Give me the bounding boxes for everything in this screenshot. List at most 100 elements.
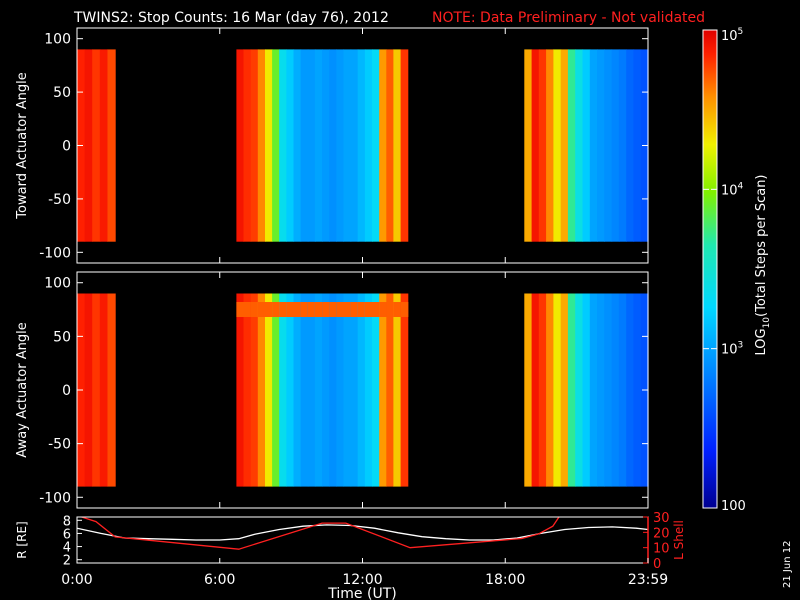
heatmap-cell: [343, 49, 352, 242]
heatmap-cell: [272, 293, 280, 487]
heatmap-band-cell: [250, 302, 259, 317]
heatmap-band-cell: [364, 302, 373, 317]
colorbar-tick-label: 100: [721, 499, 746, 514]
heatmap-cell: [597, 49, 605, 242]
heatmap-cell: [272, 49, 280, 242]
heatmap-band-cell: [279, 302, 287, 317]
x-tick-label: 6:00: [204, 572, 235, 588]
heatmap-band-cell: [300, 302, 309, 317]
heatmap-cell: [322, 293, 330, 487]
heatmap-cell: [243, 49, 252, 242]
heatmap-cell: [279, 293, 287, 487]
x-tick-label: 23:59: [628, 572, 668, 588]
heatmap-cell: [400, 49, 409, 242]
heatmap-cell: [524, 49, 533, 242]
y-tick-label: 6: [63, 527, 71, 542]
heatmap-band-cell: [314, 302, 323, 317]
colorbar-tick-label: 105: [721, 27, 743, 44]
heatmap-cell: [107, 49, 116, 242]
y-tick-label: -100: [39, 490, 71, 506]
heatmap-band-cell: [379, 302, 387, 317]
heatmap-cell: [393, 293, 402, 487]
heatmap-cell: [604, 49, 613, 242]
heatmap-cell: [575, 293, 584, 487]
heatmap-cell: [236, 49, 245, 242]
heatmap-cell: [553, 293, 562, 487]
heatmap-cell: [524, 293, 533, 487]
y-tick-label: 0: [62, 139, 71, 155]
heatmap-cell: [357, 293, 366, 487]
heatmap-cell: [531, 49, 540, 242]
heatmap-band-cell: [236, 302, 245, 317]
heatmap-cell: [293, 49, 302, 242]
heatmap-cell: [350, 49, 359, 242]
heatmap-cell: [84, 293, 93, 487]
heatmap-cell: [286, 49, 295, 242]
heatmap-band-cell: [350, 302, 359, 317]
x-tick-label: 18:00: [485, 572, 525, 588]
heatmap-cell: [107, 293, 116, 487]
x-axis-label: Time (UT): [327, 586, 396, 600]
heatmap-band-cell: [293, 302, 302, 317]
heatmap-cell: [597, 293, 605, 487]
heatmap-cell: [379, 293, 387, 487]
y-axis-label: R [RE]: [15, 521, 29, 558]
heatmap-band-cell: [329, 302, 337, 317]
heatmap-band-cell: [272, 302, 280, 317]
heatmap-cell: [372, 49, 380, 242]
heatmap-band-cell: [357, 302, 366, 317]
heatmap-cell: [633, 293, 642, 487]
x-tick-label: 0:00: [61, 572, 92, 588]
heatmap-cell: [604, 293, 613, 487]
y2-tick-label: 0: [653, 557, 661, 572]
heatmap-cell: [531, 293, 540, 487]
heatmap-cell: [633, 49, 642, 242]
y-tick-label: 50: [53, 85, 71, 101]
heatmap-cell: [393, 49, 402, 242]
heatmap-cell: [618, 293, 627, 487]
heatmap-band-cell: [372, 302, 380, 317]
heatmap-cell: [364, 293, 373, 487]
date-stamp: 21 Jun 12: [782, 541, 793, 588]
heatmap-cell: [300, 49, 309, 242]
colorbar-frame: [702, 29, 718, 509]
x-tick-label: 12:00: [342, 572, 382, 588]
heatmap-cell: [386, 49, 394, 242]
heatmap-cell: [99, 49, 108, 242]
y-tick-label: 2: [63, 554, 71, 569]
colorbar-tick-label: 103: [721, 341, 743, 358]
heatmap-cell: [567, 49, 576, 242]
heatmap-cell: [357, 49, 366, 242]
heatmap-cell: [257, 293, 266, 487]
y-tick-label: 4: [63, 541, 71, 556]
chart-title: TWINS2: Stop Counts: 16 Mar (day 76), 20…: [73, 10, 389, 26]
heatmap-cell: [582, 49, 591, 242]
heatmap-cell: [84, 49, 93, 242]
heatmap-cell: [582, 293, 591, 487]
heatmap-cell: [546, 49, 554, 242]
heatmap-cell: [236, 293, 245, 487]
heatmap-cell: [286, 293, 295, 487]
heatmap-cell: [336, 49, 344, 242]
y-tick-label: 100: [44, 32, 71, 48]
heatmap-cell: [307, 49, 316, 242]
heatmap-band-cell: [386, 302, 394, 317]
y-tick-label: 8: [63, 514, 71, 529]
heatmap-band-cell: [400, 302, 409, 317]
heatmap-cell: [250, 293, 259, 487]
heatmap-cell: [265, 293, 273, 487]
heatmap-cell: [626, 49, 635, 242]
heatmap-cell: [379, 49, 387, 242]
heatmap-cell: [329, 49, 337, 242]
heatmap-cell: [589, 49, 598, 242]
heatmap-cell: [300, 293, 309, 487]
heatmap-band-cell: [393, 302, 402, 317]
y2-axis-label: L Shell: [672, 520, 686, 560]
heatmap-band-cell: [286, 302, 295, 317]
heatmap-band-cell: [343, 302, 352, 317]
heatmap-band-cell: [336, 302, 344, 317]
heatmap-cell: [589, 293, 598, 487]
heatmap-cell: [626, 293, 635, 487]
y-tick-label: -50: [48, 437, 71, 453]
